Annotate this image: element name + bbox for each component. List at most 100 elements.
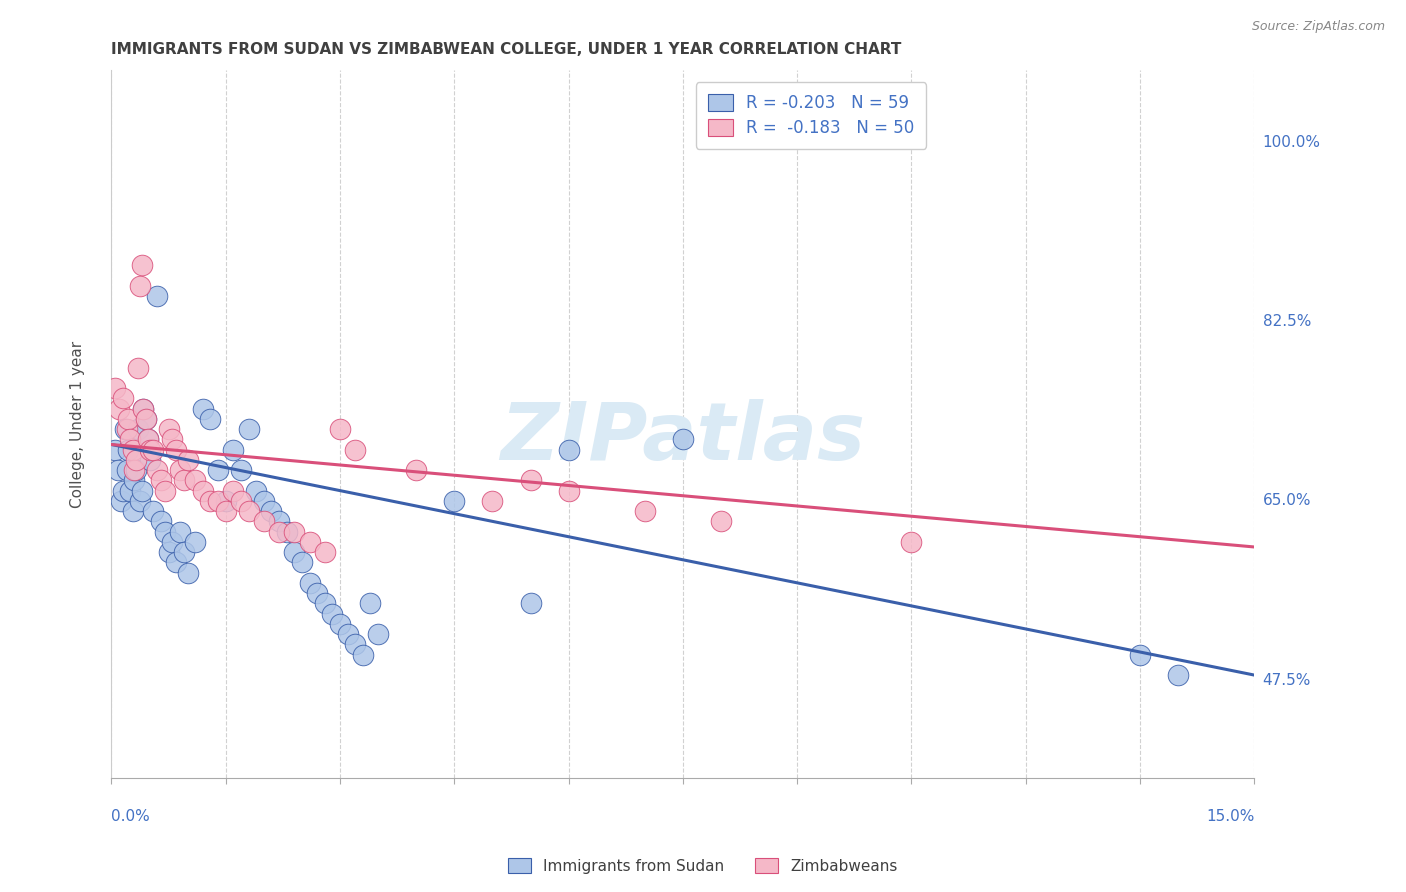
Point — [229, 463, 252, 477]
Point — [298, 575, 321, 590]
Point — [557, 442, 579, 457]
Point — [153, 524, 176, 539]
Point — [169, 463, 191, 477]
Point — [184, 534, 207, 549]
Point — [557, 483, 579, 498]
Point — [215, 504, 238, 518]
Point — [157, 545, 180, 559]
Text: 100.0%: 100.0% — [1263, 135, 1320, 150]
Point — [710, 514, 733, 528]
Point — [238, 504, 260, 518]
Point — [191, 401, 214, 416]
Point — [142, 442, 165, 457]
Point — [672, 433, 695, 447]
Point — [229, 494, 252, 508]
Point — [165, 555, 187, 569]
Point — [200, 412, 222, 426]
Point — [173, 474, 195, 488]
Point — [104, 381, 127, 395]
Point — [157, 422, 180, 436]
Point — [207, 494, 229, 508]
Point — [276, 524, 298, 539]
Point — [117, 442, 139, 457]
Point — [153, 483, 176, 498]
Point — [519, 596, 541, 610]
Point — [329, 616, 352, 631]
Point — [314, 596, 336, 610]
Point — [222, 483, 245, 498]
Point — [405, 463, 427, 477]
Point — [176, 453, 198, 467]
Point — [1167, 668, 1189, 682]
Legend: Immigrants from Sudan, Zimbabweans: Immigrants from Sudan, Zimbabweans — [502, 852, 904, 880]
Point — [138, 442, 160, 457]
Point — [519, 474, 541, 488]
Point — [121, 442, 143, 457]
Point — [283, 524, 305, 539]
Point — [245, 483, 267, 498]
Point — [321, 607, 343, 621]
Point — [131, 483, 153, 498]
Point — [253, 514, 276, 528]
Point — [131, 258, 153, 272]
Point — [136, 433, 159, 447]
Point — [165, 442, 187, 457]
Text: 15.0%: 15.0% — [1206, 809, 1254, 824]
Point — [314, 545, 336, 559]
Point — [132, 401, 155, 416]
Point — [127, 422, 149, 436]
Point — [162, 433, 184, 447]
Point — [127, 360, 149, 375]
Point — [136, 433, 159, 447]
Point — [184, 474, 207, 488]
Point — [135, 412, 157, 426]
Point — [114, 422, 136, 436]
Point — [110, 494, 132, 508]
Point — [117, 412, 139, 426]
Point — [121, 504, 143, 518]
Point — [207, 463, 229, 477]
Point — [344, 442, 367, 457]
Point — [191, 483, 214, 498]
Text: 47.5%: 47.5% — [1263, 673, 1310, 688]
Point — [238, 422, 260, 436]
Point — [149, 474, 172, 488]
Point — [352, 648, 374, 662]
Point — [162, 534, 184, 549]
Point — [146, 463, 169, 477]
Point — [142, 504, 165, 518]
Point — [222, 442, 245, 457]
Point — [115, 422, 138, 436]
Point — [367, 627, 389, 641]
Point — [111, 392, 134, 406]
Point — [120, 433, 142, 447]
Text: IMMIGRANTS FROM SUDAN VS ZIMBABWEAN COLLEGE, UNDER 1 YEAR CORRELATION CHART: IMMIGRANTS FROM SUDAN VS ZIMBABWEAN COLL… — [111, 42, 901, 57]
Point — [298, 534, 321, 549]
Point — [124, 463, 146, 477]
Point — [169, 524, 191, 539]
Point — [267, 514, 290, 528]
Point — [111, 483, 134, 498]
Point — [253, 494, 276, 508]
Point — [634, 504, 657, 518]
Point — [267, 524, 290, 539]
Point — [307, 586, 329, 600]
Point — [900, 534, 922, 549]
Point — [1129, 648, 1152, 662]
Point — [173, 545, 195, 559]
Text: ZIPatlas: ZIPatlas — [501, 399, 866, 477]
Point — [200, 494, 222, 508]
Text: 82.5%: 82.5% — [1263, 314, 1310, 329]
Point — [481, 494, 503, 508]
Point — [115, 463, 138, 477]
Text: Source: ZipAtlas.com: Source: ZipAtlas.com — [1251, 20, 1385, 33]
Point — [129, 494, 152, 508]
Point — [124, 474, 146, 488]
Text: 65.0%: 65.0% — [1263, 493, 1312, 508]
Point — [104, 442, 127, 457]
Point — [120, 483, 142, 498]
Point — [329, 422, 352, 436]
Point — [132, 401, 155, 416]
Text: College, Under 1 year: College, Under 1 year — [70, 341, 84, 508]
Text: 0.0%: 0.0% — [111, 809, 150, 824]
